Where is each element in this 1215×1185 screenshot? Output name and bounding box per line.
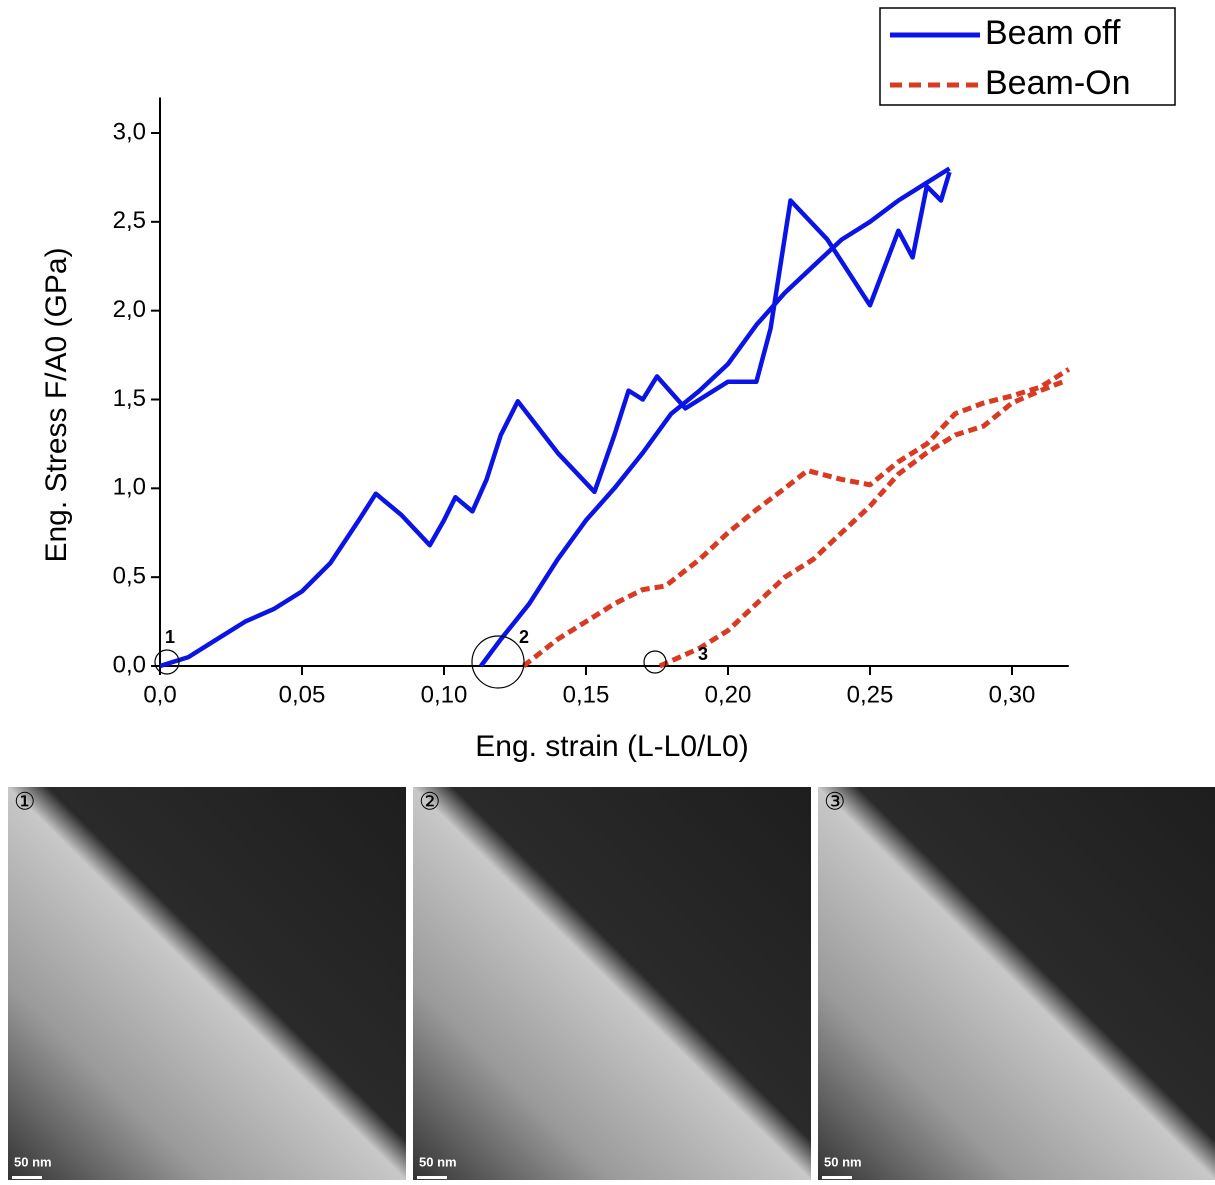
y-tick-label: 2,0 bbox=[113, 296, 146, 323]
series-line bbox=[521, 367, 1071, 669]
x-tick-label: 0,05 bbox=[279, 681, 326, 708]
x-axis-title: Eng. strain (L-L0/L0) bbox=[475, 730, 748, 763]
annotation-circle bbox=[471, 635, 525, 689]
y-tick-label: 1,0 bbox=[113, 474, 146, 501]
x-tick-label: 0,10 bbox=[421, 681, 468, 708]
x-tick-label: 0,15 bbox=[563, 681, 610, 708]
panel-label: ③ bbox=[824, 788, 846, 815]
y-tick-label: 3,0 bbox=[113, 118, 146, 145]
tem-panel: ② 50 nm bbox=[413, 787, 811, 1180]
x-tick-label: 0,0 bbox=[143, 681, 176, 708]
scale-bar bbox=[417, 1176, 447, 1179]
legend-box bbox=[879, 7, 1176, 106]
legend-label: Beam off bbox=[985, 14, 1121, 52]
tem-image bbox=[8, 787, 406, 1180]
annotation-label: 1 bbox=[165, 627, 175, 647]
scale-bar bbox=[822, 1176, 852, 1179]
scale-bar bbox=[12, 1176, 42, 1179]
y-tick-label: 2,5 bbox=[113, 207, 146, 234]
x-tick-label: 0,20 bbox=[705, 681, 752, 708]
panel-label: ② bbox=[419, 788, 441, 815]
legend-label: Beam-On bbox=[985, 64, 1131, 102]
tem-panel: ① 50 nm bbox=[8, 787, 406, 1180]
annotation-circle bbox=[154, 649, 180, 675]
y-tick-label: 0,0 bbox=[113, 651, 146, 678]
annotation-circle bbox=[643, 650, 667, 674]
tem-image bbox=[818, 787, 1215, 1180]
y-tick-label: 0,5 bbox=[113, 563, 146, 590]
x-tick-label: 0,25 bbox=[847, 681, 894, 708]
tem-panel: ③ 50 nm bbox=[818, 787, 1215, 1180]
scale-label: 50 nm bbox=[14, 1154, 52, 1169]
annotation-label: 2 bbox=[519, 627, 529, 647]
panel-label: ① bbox=[14, 788, 36, 815]
x-tick-label: 0,30 bbox=[989, 681, 1036, 708]
scale-label: 50 nm bbox=[824, 1154, 862, 1169]
annotation-label: 3 bbox=[698, 644, 708, 664]
y-axis-title: Eng. Stress F/A0 (GPa) bbox=[40, 247, 73, 562]
y-tick-label: 1,5 bbox=[113, 385, 146, 412]
tem-image bbox=[413, 787, 811, 1180]
scale-label: 50 nm bbox=[419, 1154, 457, 1169]
series-line bbox=[159, 166, 952, 669]
